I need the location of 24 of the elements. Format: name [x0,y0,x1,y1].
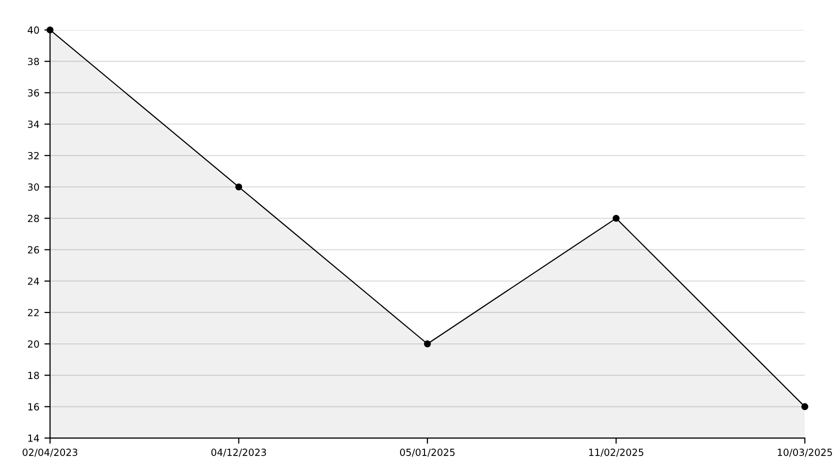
point [801,403,808,410]
x-tick-label: 04/12/2023 [211,448,266,457]
y-tick-label: 18 [28,372,39,380]
y-tick-label: 38 [28,58,39,66]
y-tick-label: 40 [28,26,39,34]
y-tick-label: 28 [28,214,39,222]
y-tick-label: 26 [28,246,40,254]
x-tick-label: 02/04/2023 [22,448,78,457]
y-tick-label: 14 [28,434,40,442]
y-tick-label: 34 [28,120,40,128]
point [424,340,431,348]
y-tick-label: 36 [28,89,40,97]
x-tick-label: 11/02/2025 [589,448,644,457]
y-tick-label: 20 [28,340,39,348]
point [46,26,54,34]
point [612,214,620,222]
y-tick-label: 24 [28,278,40,285]
y-tick-label: 32 [28,152,39,160]
y-tick-label: 30 [28,183,39,191]
y-tick-label: 16 [28,403,40,410]
y-tick-label: 22 [28,308,39,316]
x-tick-label: 05/01/2025 [400,448,455,457]
point [235,183,242,190]
x-tick-label: 10/03/2025 [778,448,832,457]
